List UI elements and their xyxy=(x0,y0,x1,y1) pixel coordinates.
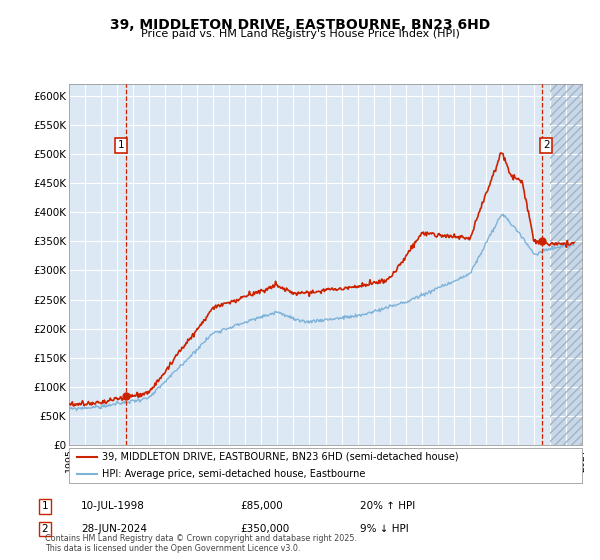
Bar xyxy=(550,84,582,445)
Text: 2: 2 xyxy=(543,141,550,151)
Text: £85,000: £85,000 xyxy=(240,501,283,511)
Text: £350,000: £350,000 xyxy=(240,524,289,534)
Text: Price paid vs. HM Land Registry's House Price Index (HPI): Price paid vs. HM Land Registry's House … xyxy=(140,29,460,39)
Text: 9% ↓ HPI: 9% ↓ HPI xyxy=(360,524,409,534)
Text: HPI: Average price, semi-detached house, Eastbourne: HPI: Average price, semi-detached house,… xyxy=(103,469,366,479)
Text: 39, MIDDLETON DRIVE, EASTBOURNE, BN23 6HD (semi-detached house): 39, MIDDLETON DRIVE, EASTBOURNE, BN23 6H… xyxy=(103,452,459,461)
Text: 39, MIDDLETON DRIVE, EASTBOURNE, BN23 6HD: 39, MIDDLETON DRIVE, EASTBOURNE, BN23 6H… xyxy=(110,18,490,32)
Text: 20% ↑ HPI: 20% ↑ HPI xyxy=(360,501,415,511)
Text: 1: 1 xyxy=(41,501,49,511)
Text: 2: 2 xyxy=(41,524,49,534)
Text: Contains HM Land Registry data © Crown copyright and database right 2025.
This d: Contains HM Land Registry data © Crown c… xyxy=(45,534,357,553)
Text: 28-JUN-2024: 28-JUN-2024 xyxy=(81,524,147,534)
Text: 1: 1 xyxy=(118,141,124,151)
Bar xyxy=(550,84,582,445)
Text: 10-JUL-1998: 10-JUL-1998 xyxy=(81,501,145,511)
